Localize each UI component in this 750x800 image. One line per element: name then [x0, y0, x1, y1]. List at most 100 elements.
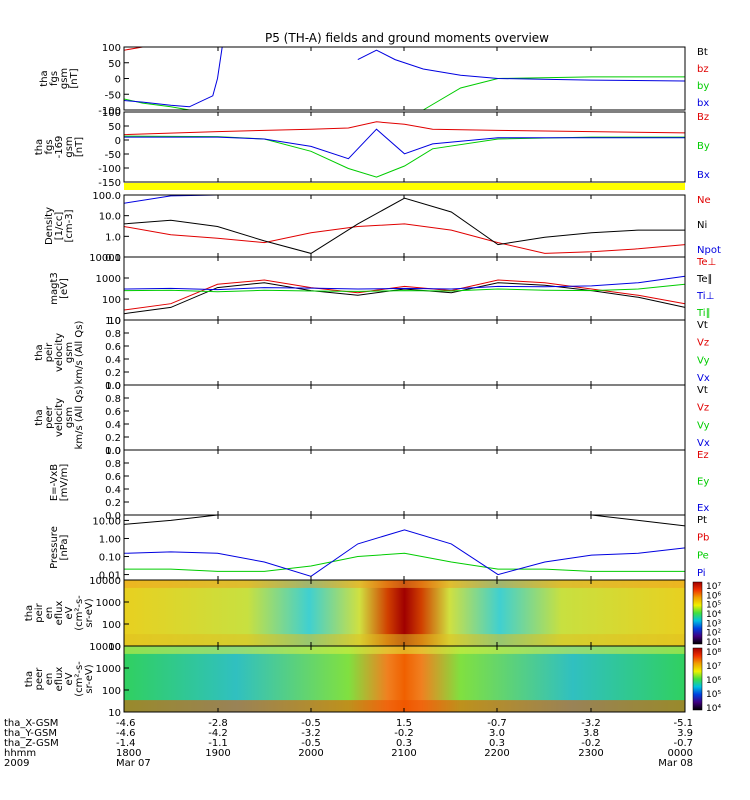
y-axis-label: [1/cc] — [54, 212, 65, 241]
y-tick-label: 0.01 — [99, 571, 121, 582]
legend-label: Vt — [697, 320, 708, 331]
legend-label: Pb — [697, 533, 709, 544]
legend-label: Ti∥ — [696, 308, 711, 319]
x-row-value: -0.7 — [673, 738, 693, 749]
colorbar-tick-label: 10⁵ — [706, 601, 721, 611]
panel-frame — [123, 319, 686, 386]
y-tick-label: 0.8 — [105, 329, 121, 340]
legend-label: Vz — [697, 403, 709, 414]
legend-label: Pe — [697, 550, 709, 561]
x-row-label: hhmm — [4, 748, 36, 759]
legend-label: Ti⊥ — [696, 291, 714, 302]
legend-label: Vy — [697, 420, 710, 431]
y-axis-label: gsm — [64, 136, 75, 157]
y-axis-label: en — [44, 607, 55, 620]
y-tick-label: 10 — [108, 642, 121, 653]
x-row-value: 3.0 — [489, 728, 505, 739]
y-tick-label: 1.0 — [105, 316, 121, 327]
y-axis-label: eflux — [54, 667, 65, 692]
y-axis-label: tha — [39, 70, 50, 86]
panel-peer_vel: 1.0 0.8 0.6 0.4 0.2 0.0 tha peer velocity gsm km/s… — [34, 381, 710, 457]
y-axis-label: E=-VxB — [49, 464, 60, 501]
y-tick-label: -50 — [105, 150, 121, 161]
legend-label: Bt — [697, 47, 708, 58]
legend-label: bx — [697, 98, 709, 109]
legend-label: Vx — [697, 373, 710, 384]
x-row-value: -2.8 — [208, 718, 228, 729]
x-row-label: tha_X-GSM — [4, 718, 58, 729]
legend-label: by — [697, 81, 709, 92]
y-tick-label: 0.4 — [105, 485, 121, 496]
y-tick-label: 10 — [108, 316, 121, 327]
y-tick-label: -150 — [98, 178, 121, 189]
y-axis-label: tha — [24, 605, 35, 621]
panel-frame — [123, 514, 686, 581]
x-row-value: -0.5 — [301, 738, 321, 749]
y-axis-label: Density — [44, 207, 55, 245]
y-tick-label: 10000 — [89, 576, 121, 587]
x-row-label: tha_Y-GSM — [4, 728, 57, 739]
x-row-value: -0.7 — [487, 718, 507, 729]
panel-fgs169: 100 50 0 -50 -100 -150 tha fgs -169 gsm [nT] Bz By Bx — [34, 108, 710, 189]
series-Ni — [123, 197, 685, 254]
panel-frame — [123, 111, 686, 183]
colorbar — [692, 647, 703, 711]
legend-label: Ex — [697, 503, 709, 514]
x-row-value: -4.6 — [116, 718, 136, 729]
x-row-value: -4.6 — [116, 728, 136, 739]
legend-label: bz — [697, 64, 709, 75]
y-tick-label: 0.1 — [105, 253, 121, 264]
x-row-value: 0000 — [668, 748, 693, 759]
y-axis-label: peer — [34, 667, 45, 691]
panel-frame — [123, 384, 686, 451]
y-axis-label: [cm-3] — [64, 209, 75, 242]
colorbar-tick-label: 10¹ — [706, 638, 721, 648]
y-axis-label: en — [44, 673, 55, 686]
y-tick-label: 1000 — [96, 664, 121, 675]
y-tick-label: 50 — [108, 122, 121, 133]
quality-flag-bar — [124, 183, 685, 190]
colorbar-tick-label: 10⁶ — [706, 676, 721, 686]
legend-label: Bz — [697, 112, 709, 123]
panel-frame — [123, 449, 686, 516]
series-Bx — [124, 128, 685, 160]
figure-title: P5 (TH-A) fields and ground moments over… — [265, 31, 549, 45]
y-axis-label: [mV/m] — [59, 464, 70, 502]
panel-frame — [123, 46, 686, 111]
x-row-value: -1.4 — [116, 738, 136, 749]
y-axis-label: km/s (All Qs) — [74, 321, 85, 385]
x-row-value: 1.5 — [396, 718, 412, 729]
y-tick-label: 1000 — [96, 274, 121, 285]
y-tick-label: 0.2 — [105, 433, 121, 444]
x-row-value: 0.3 — [489, 738, 505, 749]
legend-label: Te∥ — [696, 274, 713, 285]
y-tick-label: 100 — [102, 295, 121, 306]
y-axis-label: peer — [44, 405, 55, 429]
x-row-value: -5.1 — [673, 718, 693, 729]
legend-label: Npot — [697, 245, 721, 256]
y-tick-label: -100 — [98, 106, 121, 117]
series-Npot — [123, 194, 218, 204]
spectrogram-band-low — [124, 700, 685, 712]
y-axis-label: eV — [64, 672, 75, 685]
x-row-value: -4.2 — [208, 728, 228, 739]
y-axis-label: peir — [34, 602, 45, 622]
y-tick-label: 10.0 — [99, 212, 121, 223]
spectrogram-band-low — [124, 634, 685, 646]
panel-frame — [123, 194, 686, 258]
y-axis-label: fgs — [44, 139, 55, 154]
panel-pressure: 10.00 1.00 0.10 0.01 Pressure [nPa] Pt Pb Pe Pi — [49, 514, 709, 582]
x-row-value: 3.9 — [677, 728, 693, 739]
x-row-value: 2200 — [484, 748, 509, 759]
legend-label: Te⊥ — [696, 257, 716, 268]
colorbar-tick-label: 10⁷ — [706, 662, 721, 672]
panel-temperature: 10000 1000 100 10 magt3 [eV] Te⊥ Te∥ Ti⊥ Ti∥ — [49, 253, 716, 327]
series-by — [123, 76, 685, 111]
series-Pt — [123, 514, 686, 527]
y-tick-label: 1.0 — [105, 232, 121, 243]
series-Ti∥ — [123, 283, 686, 293]
legend-label: Ne — [697, 195, 711, 206]
colorbar — [692, 581, 703, 645]
